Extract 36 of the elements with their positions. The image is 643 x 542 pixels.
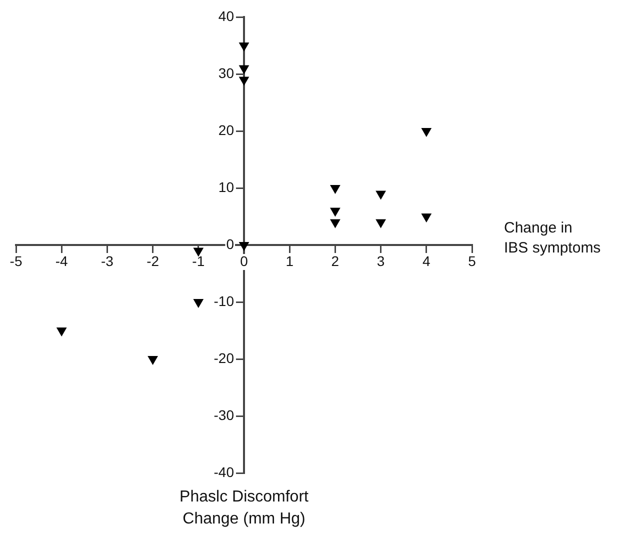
x-tick-label: -5 [10,252,22,269]
point [330,208,340,217]
x-tick-label: 3 [376,252,385,269]
y-tick-label: -40 [214,464,234,480]
x-axis-title: Change in IBS symptoms [504,220,601,257]
point [376,190,386,200]
point [56,328,67,336]
y-tick-label: -20 [214,350,234,366]
y-tick-label: 10 [218,178,234,195]
x-tick-label: -4 [55,252,68,269]
point [330,185,340,194]
point [148,356,158,365]
x-tick-label: 0 [240,252,248,269]
point [376,219,386,228]
y-tick-label: 40 [218,8,234,24]
x-tick-label: -1 [192,252,205,269]
text: Phaslc Discomfort Change (mm Hg) [180,488,310,528]
x-tick-label: 1 [286,252,294,269]
x-tick-label: -2 [146,252,160,269]
point [238,65,250,74]
x-tick-label: 4 [422,252,430,269]
y-tick-label: 30 [218,64,234,81]
y-tick-label: -10 [214,292,234,309]
point [330,219,340,228]
y-tick-label: -30 [214,406,234,423]
point [238,76,250,86]
point [421,128,432,137]
y-tick-label: 0 [226,236,234,252]
point [193,299,204,308]
point [421,214,432,222]
x-tick-label: 2 [331,252,340,269]
point [238,242,250,251]
y-tick-label: 20 [218,122,234,138]
point [238,42,250,52]
x-tick-label: 5 [468,252,476,269]
x-tick-label: -3 [100,252,114,269]
